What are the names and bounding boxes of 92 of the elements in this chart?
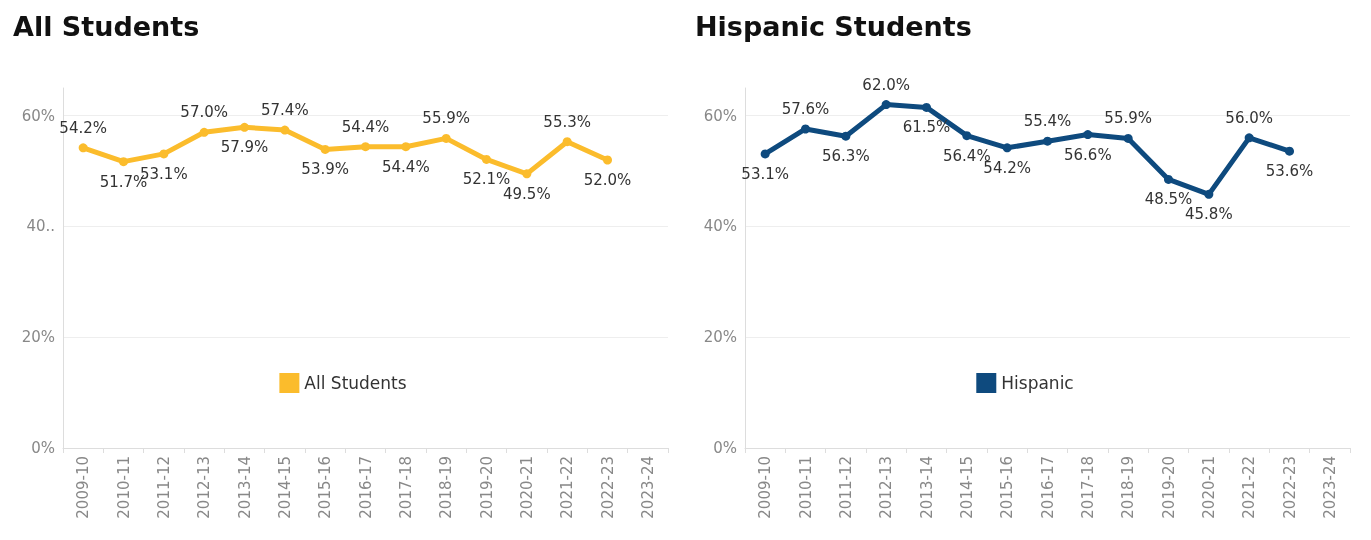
point: [603, 155, 612, 165]
point: [1083, 130, 1093, 140]
x-tick-label: 2023-24: [1320, 456, 1339, 519]
x-tick-label: 2015-16: [998, 456, 1017, 519]
x-tick-label: 2022-23: [1280, 456, 1299, 519]
data-label: 53.6%: [1265, 162, 1314, 181]
data-label: 57.9%: [220, 138, 269, 157]
x-tick-label: 2013-14: [917, 456, 936, 519]
point: [1043, 136, 1052, 146]
x-tick-label: 2023-24: [638, 456, 657, 519]
point: [1164, 174, 1173, 184]
point: [199, 127, 209, 137]
x-tick-label: 2021-22: [1240, 456, 1259, 519]
x-tick-label: 2010-11: [796, 456, 815, 519]
point: [522, 169, 532, 179]
x-tick-label: 2015-16: [316, 456, 335, 519]
x-tick-label: 2021-22: [558, 456, 577, 519]
x-tick-label: 2018-19: [1119, 456, 1138, 519]
point: [320, 144, 330, 154]
data-label: 55.9%: [422, 109, 470, 128]
x-tick-label: 2010-11: [114, 456, 133, 519]
point: [801, 124, 810, 134]
x-tick-label: 2014-15: [275, 456, 294, 519]
y-tick-label: 40%: [703, 217, 737, 236]
y-tick-label: 0%: [713, 439, 737, 457]
x-tick-label: 2009-10: [756, 456, 775, 519]
legend-label: Hispanic: [1001, 373, 1074, 393]
x-tick-label: 2017-18: [1078, 456, 1097, 519]
x-tick-label: 2012-13: [877, 456, 896, 519]
chart-title: Hispanic Students: [695, 11, 972, 42]
point: [962, 131, 972, 141]
data-label: 55.3%: [543, 112, 591, 131]
x-tick-label: 2018-19: [437, 456, 456, 519]
point: [119, 157, 128, 167]
data-label: 55.9%: [1104, 109, 1152, 128]
chart-title: All Students: [13, 11, 200, 42]
point: [361, 142, 370, 152]
x-tick-label: 2022-23: [598, 456, 617, 519]
point: [240, 122, 249, 132]
y-tick-label: 40..: [26, 217, 55, 236]
point: [1244, 133, 1254, 143]
x-tick-label: 2016-17: [356, 456, 375, 519]
point: [401, 142, 411, 152]
point: [760, 149, 770, 159]
y-tick-label: 60%: [21, 106, 55, 125]
data-label: 54.4%: [341, 117, 390, 136]
y-tick-label: 20%: [21, 328, 55, 347]
data-label: 55.4%: [1023, 112, 1072, 131]
x-tick-label: 2011-12: [154, 456, 173, 519]
data-label: 45.8%: [1185, 205, 1233, 224]
y-tick-label: 60%: [703, 106, 737, 125]
data-label: 57.0%: [180, 103, 228, 122]
point: [1002, 143, 1012, 153]
data-label: 52.0%: [583, 171, 632, 189]
point: [841, 131, 851, 141]
data-label: 57.4%: [261, 101, 309, 120]
point: [159, 149, 169, 159]
x-tick-label: 2009-10: [74, 456, 93, 519]
x-tick-label: 2013-14: [235, 456, 254, 519]
data-label: 53.9%: [301, 160, 349, 179]
legend-label: All Students: [304, 373, 407, 393]
point: [562, 137, 572, 147]
x-tick-label: 2017-18: [396, 456, 415, 519]
data-label: 56.0%: [1225, 108, 1273, 127]
x-tick-label: 2019-20: [477, 456, 496, 519]
point: [1123, 133, 1133, 143]
data-label: 54.4%: [382, 157, 430, 176]
point: [1285, 146, 1294, 156]
data-label: 56.6%: [1064, 145, 1112, 164]
point: [881, 100, 891, 110]
data-label: 56.3%: [822, 147, 870, 166]
point: [482, 154, 491, 164]
x-tick-label: 2016-17: [1038, 456, 1057, 519]
x-tick-label: 2020-21: [1199, 456, 1218, 519]
x-tick-label: 2011-12: [836, 456, 855, 519]
point: [1204, 189, 1214, 199]
point: [78, 143, 88, 153]
y-tick-label: 0%: [31, 439, 55, 457]
x-tick-label: 2020-21: [517, 456, 536, 519]
data-label: 62.0%: [862, 75, 910, 94]
point: [441, 133, 451, 143]
data-label: 53.1%: [741, 164, 789, 183]
point: [922, 102, 931, 112]
x-tick-label: 2012-13: [195, 456, 214, 519]
data-label: 49.5%: [503, 184, 551, 203]
data-label: 57.6%: [781, 99, 830, 118]
x-tick-label: 2014-15: [957, 456, 976, 519]
y-tick-label: 20%: [703, 328, 737, 347]
data-label: 54.2%: [59, 118, 107, 137]
x-tick-label: 2019-20: [1159, 456, 1178, 519]
data-label: 61.5%: [902, 118, 951, 137]
point: [280, 125, 290, 135]
